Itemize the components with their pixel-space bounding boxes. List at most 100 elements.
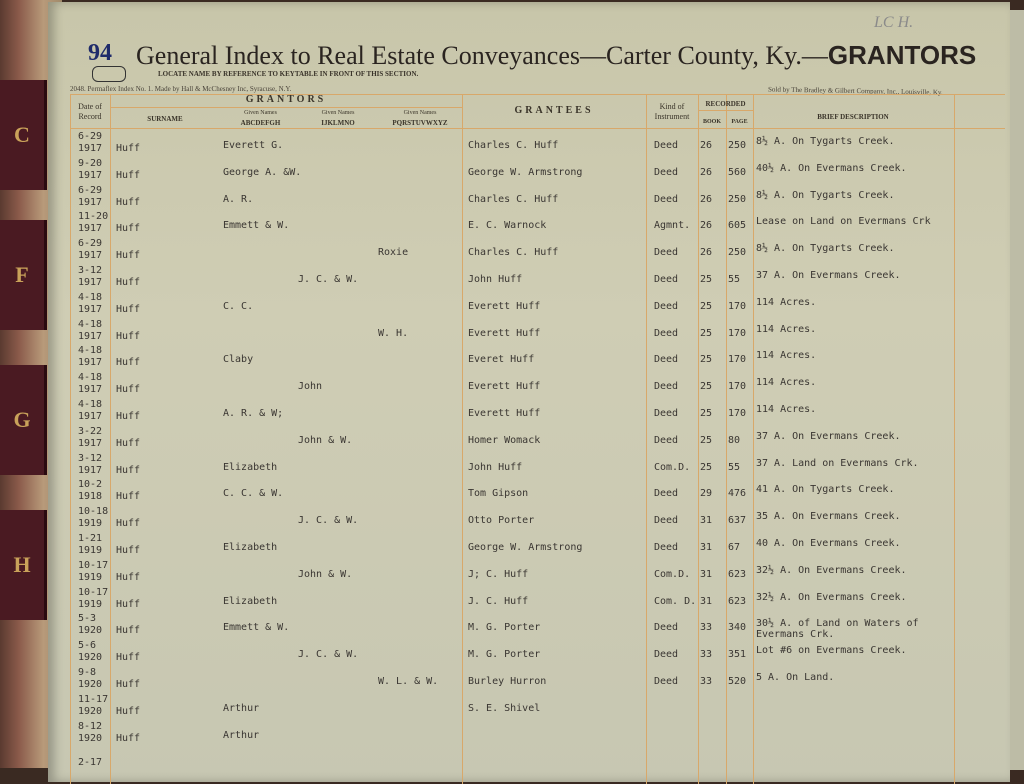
cell-year: 1919 [78, 598, 103, 610]
cell-year: 1920 [78, 652, 103, 664]
cell-surname: Huff [116, 384, 141, 396]
cell-page: 623 [728, 595, 747, 607]
cell-date: 1-21 [78, 533, 103, 544]
cell-desc: 40 A. On Evermans Creek. [756, 538, 901, 549]
cell-kind: Deed [654, 542, 679, 553]
cell-desc: 41 A. On Tygarts Creek. [756, 484, 895, 496]
cell-book: 25 [700, 354, 713, 366]
cell-desc: 114 Acres. [756, 323, 817, 335]
cell-g3: Roxie [378, 247, 409, 259]
cell-grantee: John Huff [468, 274, 523, 285]
cell-surname: Huff [116, 732, 141, 744]
cell-grantee: Charles C. Huff [468, 247, 559, 259]
cell-surname: Huff [116, 518, 141, 530]
cell-year: 1920 [78, 705, 103, 717]
cell-year: 1917 [78, 169, 103, 181]
cell-desc: 37 A. On Evermans Creek. [756, 430, 901, 442]
locate-note: LOCATE NAME BY REFERENCE TO KEYTABLE IN … [158, 70, 419, 78]
cell-surname: Huff [116, 303, 141, 315]
cell-date: 6-29 [78, 131, 103, 142]
cell-year: 1920 [78, 679, 103, 690]
cell-book: 33 [700, 622, 713, 634]
cell-grantee: Everett Huff [468, 408, 541, 419]
cell-book: 31 [700, 595, 713, 607]
cell-year: 1919 [78, 545, 103, 556]
cell-g2: J. C. & W. [298, 274, 359, 285]
cell-surname: Huff [116, 196, 141, 208]
cell-surname: Huff [116, 330, 141, 342]
cell-kind: Deed [654, 247, 679, 259]
cell-desc: 5 A. On Land. [756, 672, 835, 683]
cell-page: 170 [728, 327, 747, 339]
cell-year: 1920 [78, 732, 103, 744]
cell-page: 55 [728, 274, 741, 285]
cell-g2: John & W. [298, 434, 353, 446]
cell-page: 476 [728, 488, 747, 500]
cell-page: 250 [728, 140, 747, 151]
cell-year: 1917 [78, 357, 103, 369]
cell-page: 623 [728, 568, 747, 580]
cell-g1: Claby [223, 354, 254, 366]
cell-grantee: Everett Huff [468, 300, 541, 312]
cell-kind: Deed [654, 140, 679, 151]
cell-g1: A. R. [223, 193, 254, 205]
cell-surname: Huff [116, 357, 141, 369]
cell-grantee: Everett Huff [468, 381, 541, 393]
cell-book: 25 [700, 461, 713, 473]
cell-desc: 8½ A. On Tygarts Creek. [756, 243, 895, 255]
cell-kind: Deed [654, 381, 679, 393]
cell-surname: Huff [116, 143, 141, 154]
cell-book: 25 [700, 274, 713, 285]
cell-kind: Deed [654, 434, 679, 446]
cell-surname: Huff [116, 705, 141, 717]
cell-year: 1917 [78, 437, 103, 449]
cell-page: 170 [728, 354, 747, 366]
handwritten-note: LC H. [874, 14, 914, 31]
cell-surname: Huff [116, 411, 141, 422]
cell-year: 1919 [78, 518, 103, 530]
cell-year: 1919 [78, 571, 103, 583]
cell-kind: Com.D. [654, 568, 691, 580]
index-tab: C [0, 80, 47, 190]
trailing-date: 2-17 [78, 757, 103, 768]
title-grantors: GRANTORS [827, 40, 977, 70]
cell-page: 351 [728, 649, 747, 661]
header-recorded: RECORDED [705, 100, 746, 108]
cell-grantee: George W. Armstrong [468, 166, 583, 178]
cell-kind: Deed [654, 300, 679, 312]
cell-kind: Com.D. [654, 461, 691, 473]
cell-desc: 8½ A. On Tygarts Creek. [756, 189, 895, 201]
cell-book: 29 [700, 488, 713, 500]
cell-desc: 8½ A. On Tygarts Creek. [756, 136, 895, 147]
cell-kind: Deed [654, 327, 679, 339]
cell-book: 26 [700, 166, 713, 178]
cell-book: 26 [700, 247, 713, 259]
cell-kind: Deed [654, 274, 679, 285]
cell-kind: Deed [654, 408, 679, 419]
cell-g2: John & W. [298, 568, 353, 580]
cell-g1: Everett G. [223, 140, 284, 151]
cell-surname: Huff [116, 277, 141, 288]
cell-page: 170 [728, 381, 747, 393]
cell-surname: Huff [116, 545, 141, 556]
cell-date: 4-18 [78, 345, 103, 357]
cell-g1: Elizabeth [223, 542, 278, 553]
cell-date: 4-18 [78, 399, 103, 410]
cell-surname: Huff [116, 652, 141, 664]
cell-page: 170 [728, 300, 747, 312]
cell-page: 637 [728, 515, 747, 527]
cell-grantee: Burley Hurron [468, 676, 547, 687]
cell-page: 170 [728, 408, 747, 419]
title-text: General Index to Real Estate Conveyances… [136, 41, 828, 70]
cell-grantee: Tom Gipson [468, 488, 529, 500]
cell-g1: Arthur [223, 729, 260, 741]
cell-grantee: Charles C. Huff [468, 140, 559, 151]
cell-book: 25 [700, 408, 713, 419]
page-number: 94 [88, 40, 112, 66]
cell-date: 10-17 [78, 586, 109, 598]
header-kind: Kind of Instrument [654, 102, 690, 121]
key-oval [92, 66, 126, 82]
cell-book: 31 [700, 568, 713, 580]
cell-book: 25 [700, 434, 713, 446]
cell-grantee: S. E. Shivel [468, 702, 541, 714]
